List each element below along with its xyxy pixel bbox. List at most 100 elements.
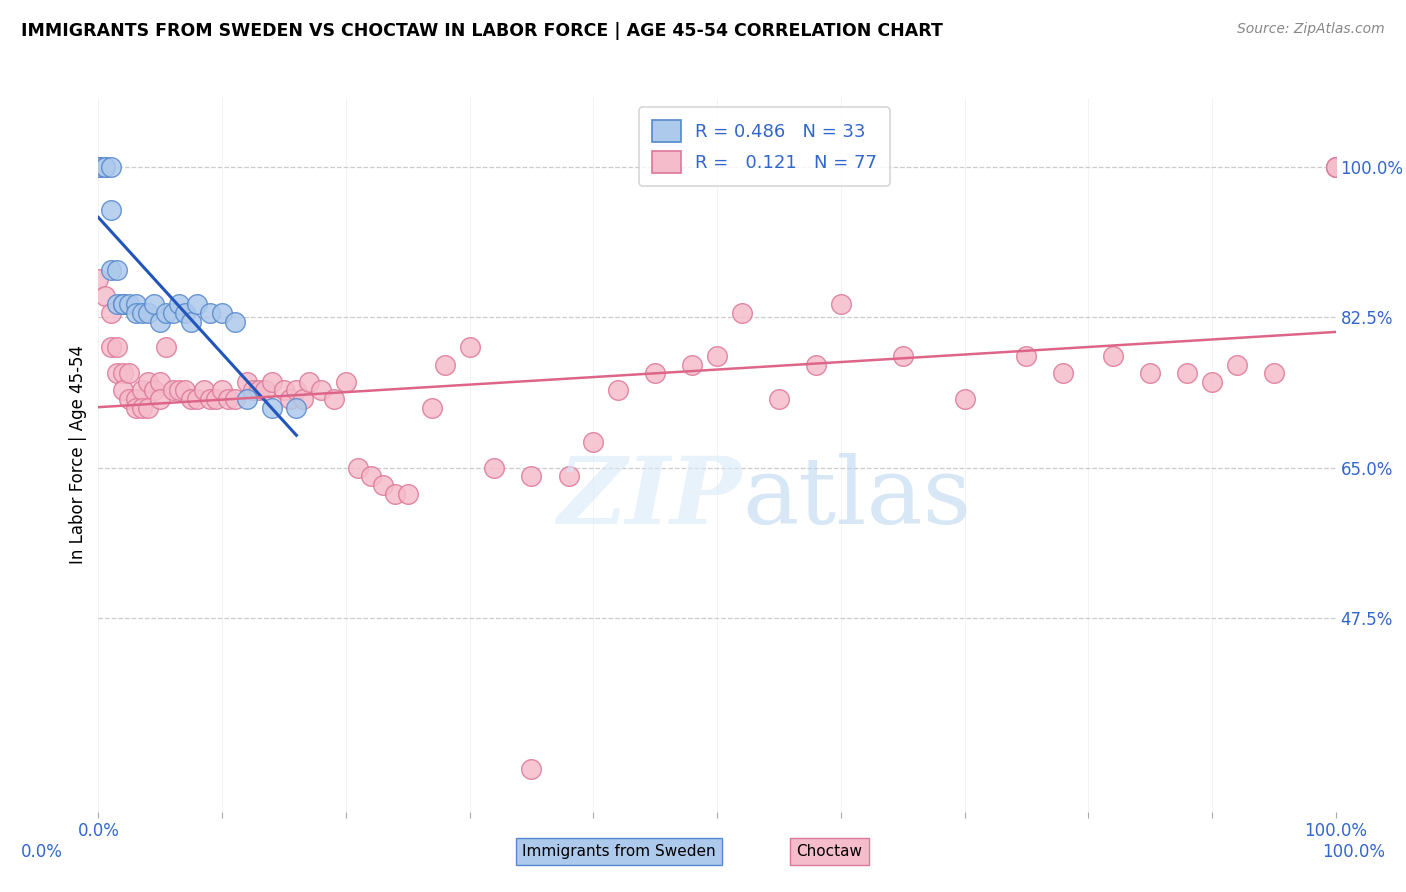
Text: 100.0%: 100.0% xyxy=(1322,843,1385,861)
Point xyxy=(644,366,666,380)
Point xyxy=(87,160,110,174)
Point xyxy=(285,384,308,398)
Text: 0.0%: 0.0% xyxy=(21,843,63,861)
Point xyxy=(162,306,184,320)
Point xyxy=(211,384,233,398)
Point xyxy=(1052,366,1074,380)
Point xyxy=(1226,358,1249,372)
Point xyxy=(607,384,630,398)
Point xyxy=(112,366,135,380)
Point xyxy=(155,306,177,320)
Point xyxy=(124,306,146,320)
Point xyxy=(124,392,146,406)
Point xyxy=(1102,349,1125,363)
Point xyxy=(112,297,135,311)
Point xyxy=(1139,366,1161,380)
Text: atlas: atlas xyxy=(742,453,972,542)
Point xyxy=(87,160,110,174)
Point xyxy=(174,384,197,398)
Point xyxy=(731,306,754,320)
Point xyxy=(186,297,208,311)
Point xyxy=(100,263,122,277)
Point xyxy=(291,392,314,406)
Point xyxy=(112,384,135,398)
Point xyxy=(520,762,543,776)
Point xyxy=(193,384,215,398)
Point xyxy=(131,401,153,415)
Point xyxy=(211,306,233,320)
Point xyxy=(830,297,852,311)
Point xyxy=(484,460,506,475)
Point xyxy=(149,392,172,406)
Point xyxy=(131,306,153,320)
Point xyxy=(186,392,208,406)
Point xyxy=(198,392,221,406)
Point xyxy=(224,315,246,329)
Point xyxy=(100,306,122,320)
Text: ZIP: ZIP xyxy=(558,453,742,542)
Point xyxy=(217,392,239,406)
Point xyxy=(87,160,110,174)
Point xyxy=(93,160,115,174)
Point xyxy=(335,375,357,389)
Point xyxy=(278,392,301,406)
Point xyxy=(347,460,370,475)
Point xyxy=(236,375,259,389)
Point xyxy=(100,341,122,355)
Point xyxy=(273,384,295,398)
Point xyxy=(143,384,166,398)
Text: Choctaw: Choctaw xyxy=(797,845,862,859)
Point xyxy=(136,401,159,415)
Point xyxy=(1201,375,1223,389)
Point xyxy=(198,306,221,320)
Point xyxy=(260,401,283,415)
Point xyxy=(309,384,332,398)
Text: Source: ZipAtlas.com: Source: ZipAtlas.com xyxy=(1237,22,1385,37)
Point xyxy=(87,160,110,174)
Point xyxy=(162,384,184,398)
Point xyxy=(1175,366,1198,380)
Point xyxy=(93,289,115,303)
Point xyxy=(1324,160,1347,174)
Point xyxy=(582,435,605,450)
Point xyxy=(891,349,914,363)
Point xyxy=(124,401,146,415)
Text: Immigrants from Sweden: Immigrants from Sweden xyxy=(522,845,716,859)
Point xyxy=(322,392,344,406)
Point xyxy=(242,384,264,398)
Point xyxy=(205,392,228,406)
Point xyxy=(681,358,703,372)
Point xyxy=(180,392,202,406)
Point xyxy=(224,392,246,406)
Point xyxy=(93,160,115,174)
Point xyxy=(136,375,159,389)
Point xyxy=(768,392,790,406)
Point xyxy=(100,202,122,217)
Point xyxy=(520,469,543,483)
Point xyxy=(433,358,456,372)
Point xyxy=(105,341,128,355)
Point xyxy=(396,486,419,500)
Point xyxy=(298,375,321,389)
Point xyxy=(285,401,308,415)
Point xyxy=(105,366,128,380)
Point xyxy=(180,315,202,329)
Point xyxy=(371,478,394,492)
Point xyxy=(87,271,110,285)
Point xyxy=(100,160,122,174)
Point xyxy=(557,469,579,483)
Point xyxy=(118,366,141,380)
Point xyxy=(112,297,135,311)
Point xyxy=(422,401,444,415)
Point xyxy=(706,349,728,363)
Point xyxy=(236,392,259,406)
Point xyxy=(174,306,197,320)
Point xyxy=(167,384,190,398)
Point xyxy=(105,297,128,311)
Legend: R = 0.486   N = 33, R =   0.121   N = 77: R = 0.486 N = 33, R = 0.121 N = 77 xyxy=(640,107,890,186)
Point xyxy=(1324,160,1347,174)
Text: IMMIGRANTS FROM SWEDEN VS CHOCTAW IN LABOR FORCE | AGE 45-54 CORRELATION CHART: IMMIGRANTS FROM SWEDEN VS CHOCTAW IN LAB… xyxy=(21,22,943,40)
Point xyxy=(149,315,172,329)
Point xyxy=(131,384,153,398)
Point xyxy=(384,486,406,500)
